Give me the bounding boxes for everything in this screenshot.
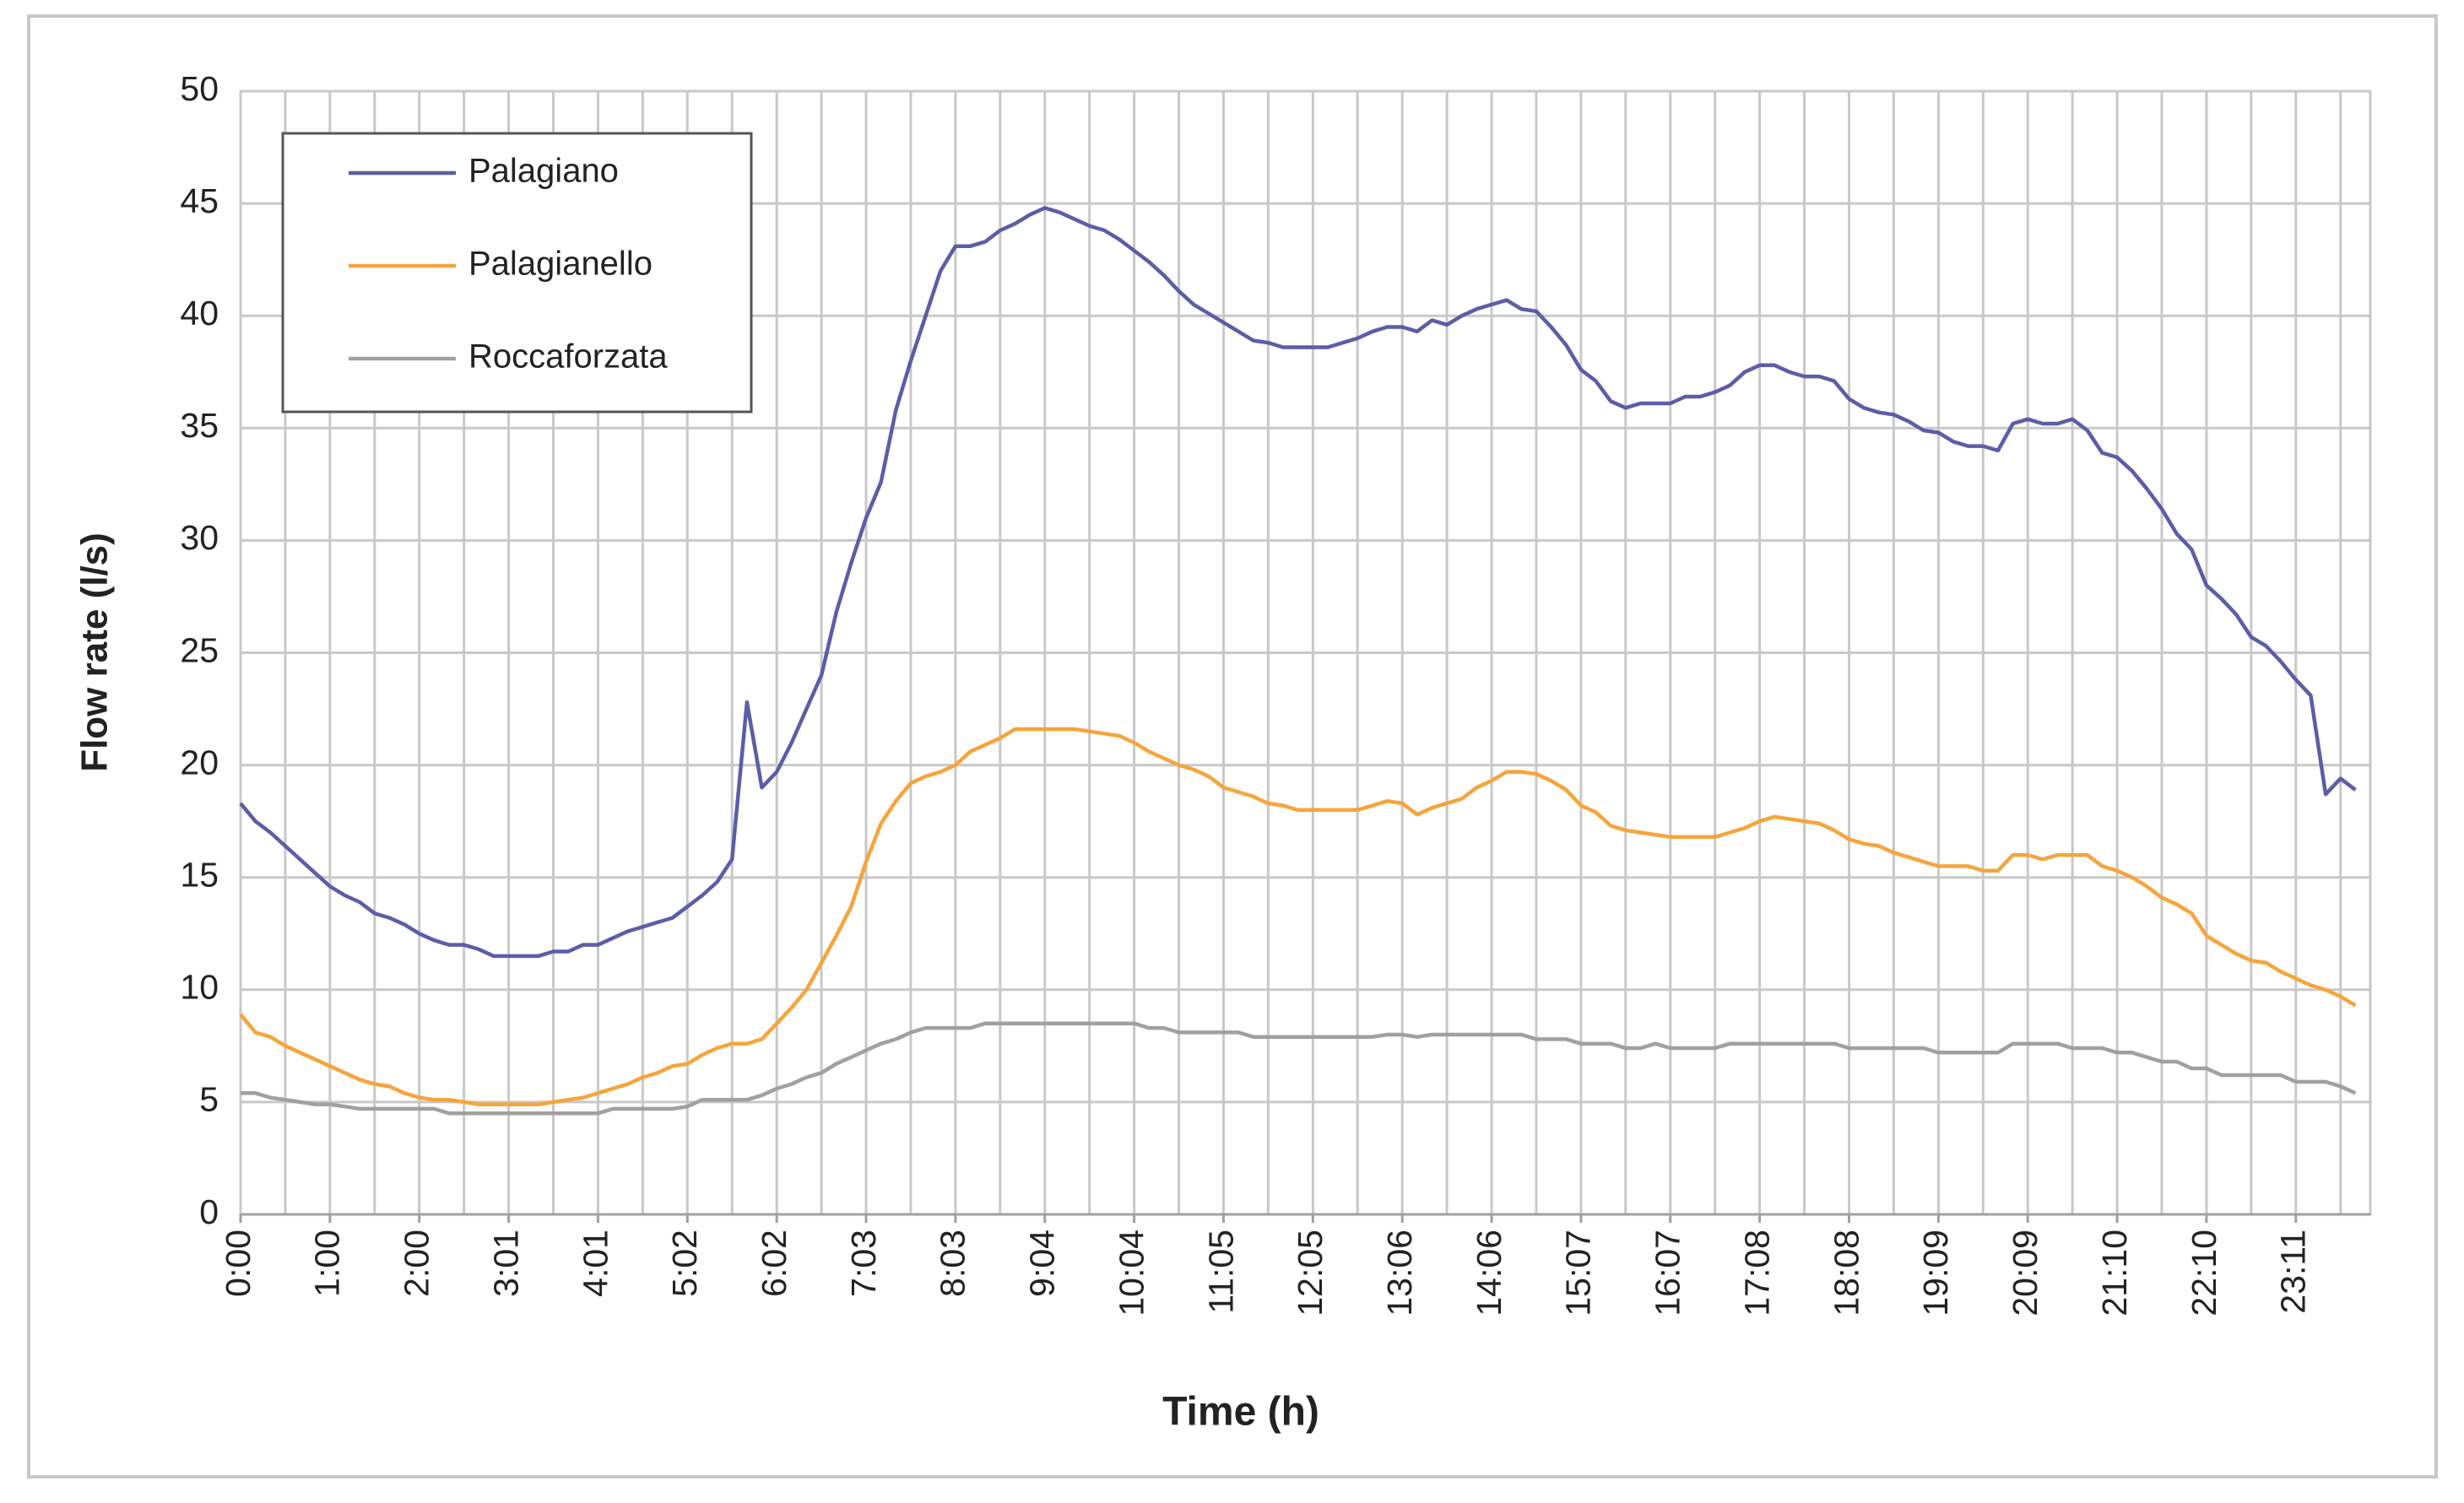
legend-label: Palagianello [468,246,653,283]
x-tick-label: 17:08 [1737,1230,1776,1316]
x-tick-label: 7:03 [844,1230,883,1297]
x-tick-label: 0:00 [219,1230,257,1297]
y-tick-label: 30 [180,518,219,557]
x-tick-label: 23:11 [2274,1230,2313,1314]
legend-label: Palagiano [468,153,619,190]
x-tick-label: 16:07 [1649,1230,1687,1316]
series-line [239,206,2357,959]
x-axis-title: Time (h) [1162,1390,1319,1435]
y-tick-label: 10 [180,968,219,1007]
lines [239,206,2357,1116]
x-tick-label: 12:05 [1291,1230,1329,1316]
x-tick-label: 14:06 [1470,1230,1508,1316]
axes: 0 5 10 15 20 25 30 35 40 45 50 0:00 1:00 2:00 3:01 4:01… [180,69,2370,1316]
x-tick-label: 3:01 [486,1230,525,1297]
x-tick-label: 11:05 [1201,1230,1240,1314]
legend-box [281,132,753,414]
legend: Palagiano Palagianello Roccaforzata [281,132,753,414]
y-tick-label: 35 [180,406,219,445]
x-tick-label: 4:01 [576,1230,615,1297]
series-line [239,727,2357,1106]
x-tick-label: 22:10 [2185,1230,2223,1316]
x-tick-label: 10:04 [1112,1230,1151,1316]
x-tick-label: 5:02 [665,1230,704,1297]
x-tick-label: 1:00 [308,1230,347,1297]
x-tick-label: 21:10 [2095,1230,2134,1316]
y-axis-title: Flow rate (l/s) [74,533,116,772]
x-tick-label: 18:08 [1827,1230,1866,1316]
x-tick-label: 2:00 [398,1230,436,1297]
series-line [241,1021,2357,1116]
y-tick-label: 15 [180,856,219,895]
y-tick-label: 45 [180,181,219,220]
y-tick-label: 5 [199,1080,219,1119]
y-tick-label: 20 [180,743,219,781]
x-tick-label: 9:04 [1023,1230,1062,1297]
x-tick-label: 13:06 [1380,1230,1419,1316]
y-tick-label: 0 [199,1192,219,1231]
x-tick-label: 19:09 [1916,1230,1955,1316]
y-tick-label: 40 [180,294,219,332]
x-tick-label: 15:07 [1559,1230,1598,1316]
y-tick-label: 50 [180,69,219,108]
x-tick-label: 8:03 [934,1230,972,1297]
x-tick-label: 20:09 [2006,1230,2044,1316]
x-tick-label: 6:02 [755,1230,793,1297]
legend-label: Roccaforzata [468,338,668,376]
y-tick-label: 25 [180,630,219,669]
